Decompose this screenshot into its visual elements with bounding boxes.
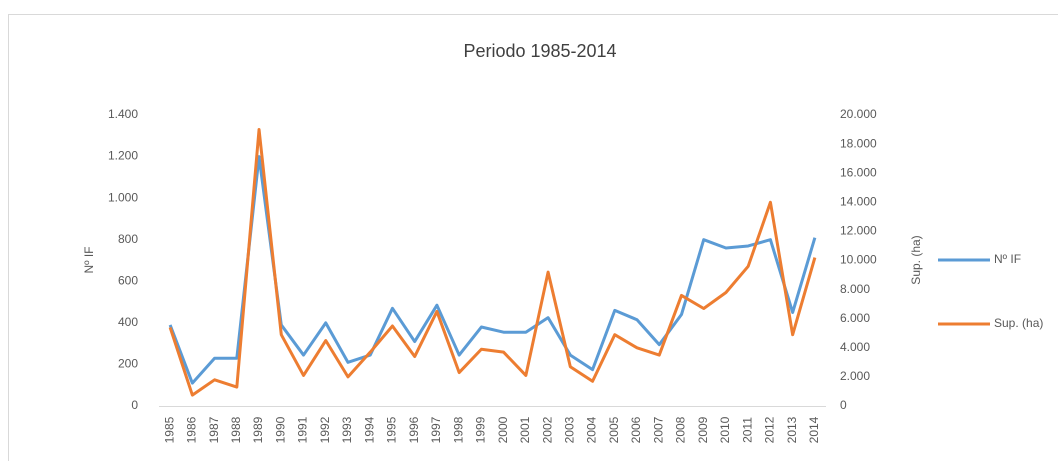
y-tick-label: 1.400 [108, 107, 138, 121]
y-tick-label: 1.000 [108, 190, 138, 204]
x-tick-label: 1987 [207, 416, 221, 443]
x-tick-label: 1998 [451, 416, 465, 443]
y2-tick-label: 18.000 [840, 136, 877, 150]
y2-tick-label: 4.000 [840, 340, 870, 354]
x-tick-label: 2004 [585, 416, 599, 443]
y2-tick-label: 8.000 [840, 282, 870, 296]
x-tick-label: 1996 [407, 416, 421, 443]
x-tick-label: 2010 [718, 416, 732, 443]
x-tick-label: 2000 [496, 416, 510, 443]
chart-frame [8, 14, 1058, 461]
x-tick-label: 2003 [562, 416, 576, 443]
legend-label: Sup. (ha) [994, 316, 1043, 330]
x-tick-label: 2006 [629, 416, 643, 443]
series-line [168, 128, 817, 397]
x-tick-label: 1991 [296, 416, 310, 443]
x-tick-label: 1999 [474, 416, 488, 443]
x-tick-label: 1985 [162, 416, 176, 443]
chart-title: Periodo 1985-2014 [463, 41, 616, 61]
y2-tick-label: 14.000 [840, 194, 877, 208]
x-tick-label: 1993 [340, 416, 354, 443]
x-tick-label: 2002 [540, 416, 554, 443]
x-tick-label: 1988 [229, 416, 243, 443]
x-tick-label: 2013 [785, 416, 799, 443]
x-tick-label: 1986 [185, 416, 199, 443]
x-tick-label: 1990 [273, 416, 287, 443]
y-tick-label: 200 [118, 357, 138, 371]
y-tick-label: 400 [118, 315, 138, 329]
x-tick-label: 2008 [674, 416, 688, 443]
y2-tick-label: 6.000 [840, 311, 870, 325]
x-tick-label: 2007 [651, 416, 665, 443]
y-tick-label: 1.200 [108, 149, 138, 163]
x-tick-label: 1992 [318, 416, 332, 443]
x-tick-label: 1995 [385, 416, 399, 443]
x-tick-label: 1994 [362, 416, 376, 443]
x-tick-label: 2014 [807, 416, 821, 443]
y-axis-label: Nº IF [82, 246, 96, 273]
y2-tick-label: 20.000 [840, 107, 877, 121]
y-tick-label: 600 [118, 273, 138, 287]
x-tick-label: 1997 [429, 416, 443, 443]
x-tick-label: 2005 [607, 416, 621, 443]
y-tick-label: 800 [118, 232, 138, 246]
legend-label: Nº IF [994, 252, 1021, 266]
x-tick-label: 2012 [763, 416, 777, 443]
x-tick-label: 1989 [251, 416, 265, 443]
y2-tick-label: 2.000 [840, 369, 870, 383]
y2-axis-label: Sup. (ha) [909, 235, 923, 284]
x-tick-label: 2001 [518, 416, 532, 443]
x-tick-label: 2011 [740, 417, 754, 443]
x-tick-label: 2009 [696, 416, 710, 443]
y-tick-label: 0 [131, 398, 138, 412]
y2-tick-label: 12.000 [840, 224, 877, 238]
y2-tick-label: 0 [840, 398, 847, 412]
y2-tick-label: 16.000 [840, 165, 877, 179]
y2-tick-label: 10.000 [840, 253, 877, 267]
